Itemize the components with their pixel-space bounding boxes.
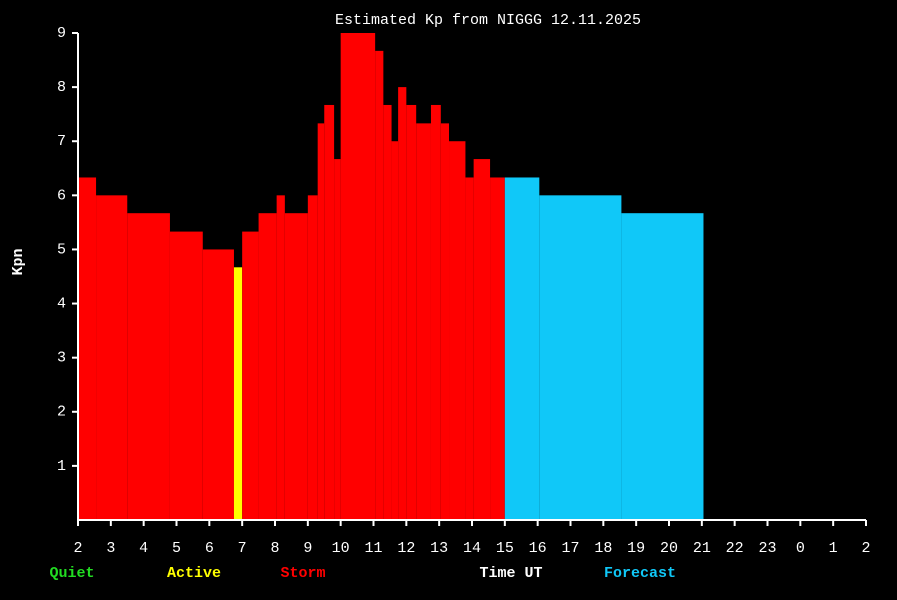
bar [391, 141, 399, 520]
bar [202, 249, 234, 520]
x-tick-label: 15 [496, 540, 514, 557]
x-tick-label: 20 [660, 540, 678, 557]
bar [340, 33, 376, 520]
y-tick-label: 2 [57, 404, 66, 421]
bar [276, 195, 285, 521]
bar [621, 213, 704, 520]
y-tick-label: 9 [57, 25, 66, 42]
x-tick-label: 0 [796, 540, 805, 557]
x-tick-label: 8 [270, 540, 279, 557]
bar [398, 87, 407, 520]
legend-label: Quiet [49, 565, 94, 582]
legend-label: Storm [280, 565, 325, 582]
bar [96, 195, 128, 521]
bar [242, 231, 259, 521]
legend-label: Active [167, 565, 221, 582]
bar [406, 104, 417, 521]
x-tick-label: 6 [205, 540, 214, 557]
x-tick-label: 17 [561, 540, 579, 557]
y-axis-label: Kpn [10, 248, 27, 275]
x-tick-label: 12 [397, 540, 415, 557]
bar [440, 123, 450, 521]
bar [334, 159, 341, 520]
x-tick-label: 11 [364, 540, 382, 557]
bar [284, 213, 308, 520]
bar [490, 177, 505, 520]
x-tick-label: 5 [172, 540, 181, 557]
bar [258, 213, 277, 520]
y-tick-label: 7 [57, 133, 66, 150]
x-tick-label: 9 [303, 540, 312, 557]
y-tick-label: 4 [57, 296, 66, 313]
bar [383, 104, 392, 521]
chart-title: Estimated Kp from NIGGG 12.11.2025 [335, 12, 641, 29]
y-tick-label: 1 [57, 458, 66, 475]
x-tick-label: 2 [73, 540, 82, 557]
y-tick-label: 6 [57, 187, 66, 204]
x-tick-label: 21 [693, 540, 711, 557]
x-tick-label: 7 [238, 540, 247, 557]
bar [127, 213, 170, 520]
x-tick-label: 16 [529, 540, 547, 557]
x-tick-label: 13 [430, 540, 448, 557]
bar [449, 141, 466, 520]
bar [539, 195, 622, 521]
bar [324, 104, 335, 521]
legend-label: Forecast [604, 565, 676, 582]
x-tick-label: 2 [861, 540, 870, 557]
bar [375, 50, 384, 521]
bar [169, 231, 203, 521]
x-tick-label: 3 [106, 540, 115, 557]
bar [473, 159, 491, 520]
x-tick-label: 22 [726, 540, 744, 557]
y-tick-label: 3 [57, 350, 66, 367]
bar [233, 267, 243, 520]
x-tick-label: 1 [829, 540, 838, 557]
x-tick-label: 14 [463, 540, 481, 557]
bar [317, 123, 325, 521]
x-tick-label: 10 [332, 540, 350, 557]
x-tick-label: 4 [139, 540, 148, 557]
x-tick-label: 23 [758, 540, 776, 557]
bar [504, 177, 540, 520]
y-tick-label: 5 [57, 241, 66, 258]
x-tick-label: 19 [627, 540, 645, 557]
x-axis-label: Time UT [479, 565, 542, 582]
bar [78, 177, 97, 520]
bar [465, 177, 474, 520]
bar [307, 195, 318, 521]
bar [430, 104, 441, 521]
y-tick-label: 8 [57, 79, 66, 96]
x-tick-label: 18 [594, 540, 612, 557]
bar [416, 123, 431, 521]
